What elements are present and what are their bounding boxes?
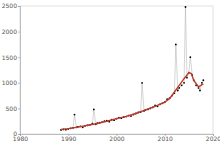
plot-frame [20,6,213,134]
tick-mark [18,32,20,33]
point [189,56,191,58]
tick-label: 2000 [109,135,124,142]
tick: 2000 [109,134,124,142]
tick-label: 1000 [2,79,17,86]
tick-mark [18,134,20,135]
point [181,84,183,86]
tick-label: 2500 [2,2,17,9]
point [93,109,95,111]
point [186,77,188,79]
y-axis: 0 500 1000 1500 2000 2500 [2,2,21,137]
tick-label: 2020 [206,135,220,142]
tick: 2500 [2,2,20,9]
tick-mark [18,108,20,109]
tick-label: 1500 [2,54,17,61]
point [199,90,201,92]
tick-mark [18,6,20,7]
point [202,79,204,81]
tick: 2000 [2,28,20,35]
tick: 0 [13,130,20,137]
point [175,44,177,46]
tick: 2020 [206,134,220,142]
chart: 1980199020002010202005001000150020002500 [0,0,220,147]
trend-line [61,73,203,130]
tick-label: 1990 [61,135,76,142]
axis-line [18,7,21,135]
tick-label: 2000 [2,28,17,35]
tick-mark [18,83,20,84]
x-axis: 19801990200020102020 [13,134,220,142]
plot-area [60,6,204,131]
point [141,82,143,84]
tick: 1990 [61,134,76,142]
tick-label: 2010 [158,135,173,142]
tick-label: 500 [6,105,18,112]
point [185,6,187,8]
point [177,90,179,92]
tick-mark [18,57,20,58]
tick: 500 [6,105,20,112]
tick: 1000 [2,79,20,86]
tick: 2010 [158,134,173,142]
connector-line [61,7,203,130]
point [183,82,185,84]
point [74,114,76,116]
point [201,82,203,84]
tick-label: 0 [13,130,17,137]
tick: 1500 [2,54,20,61]
